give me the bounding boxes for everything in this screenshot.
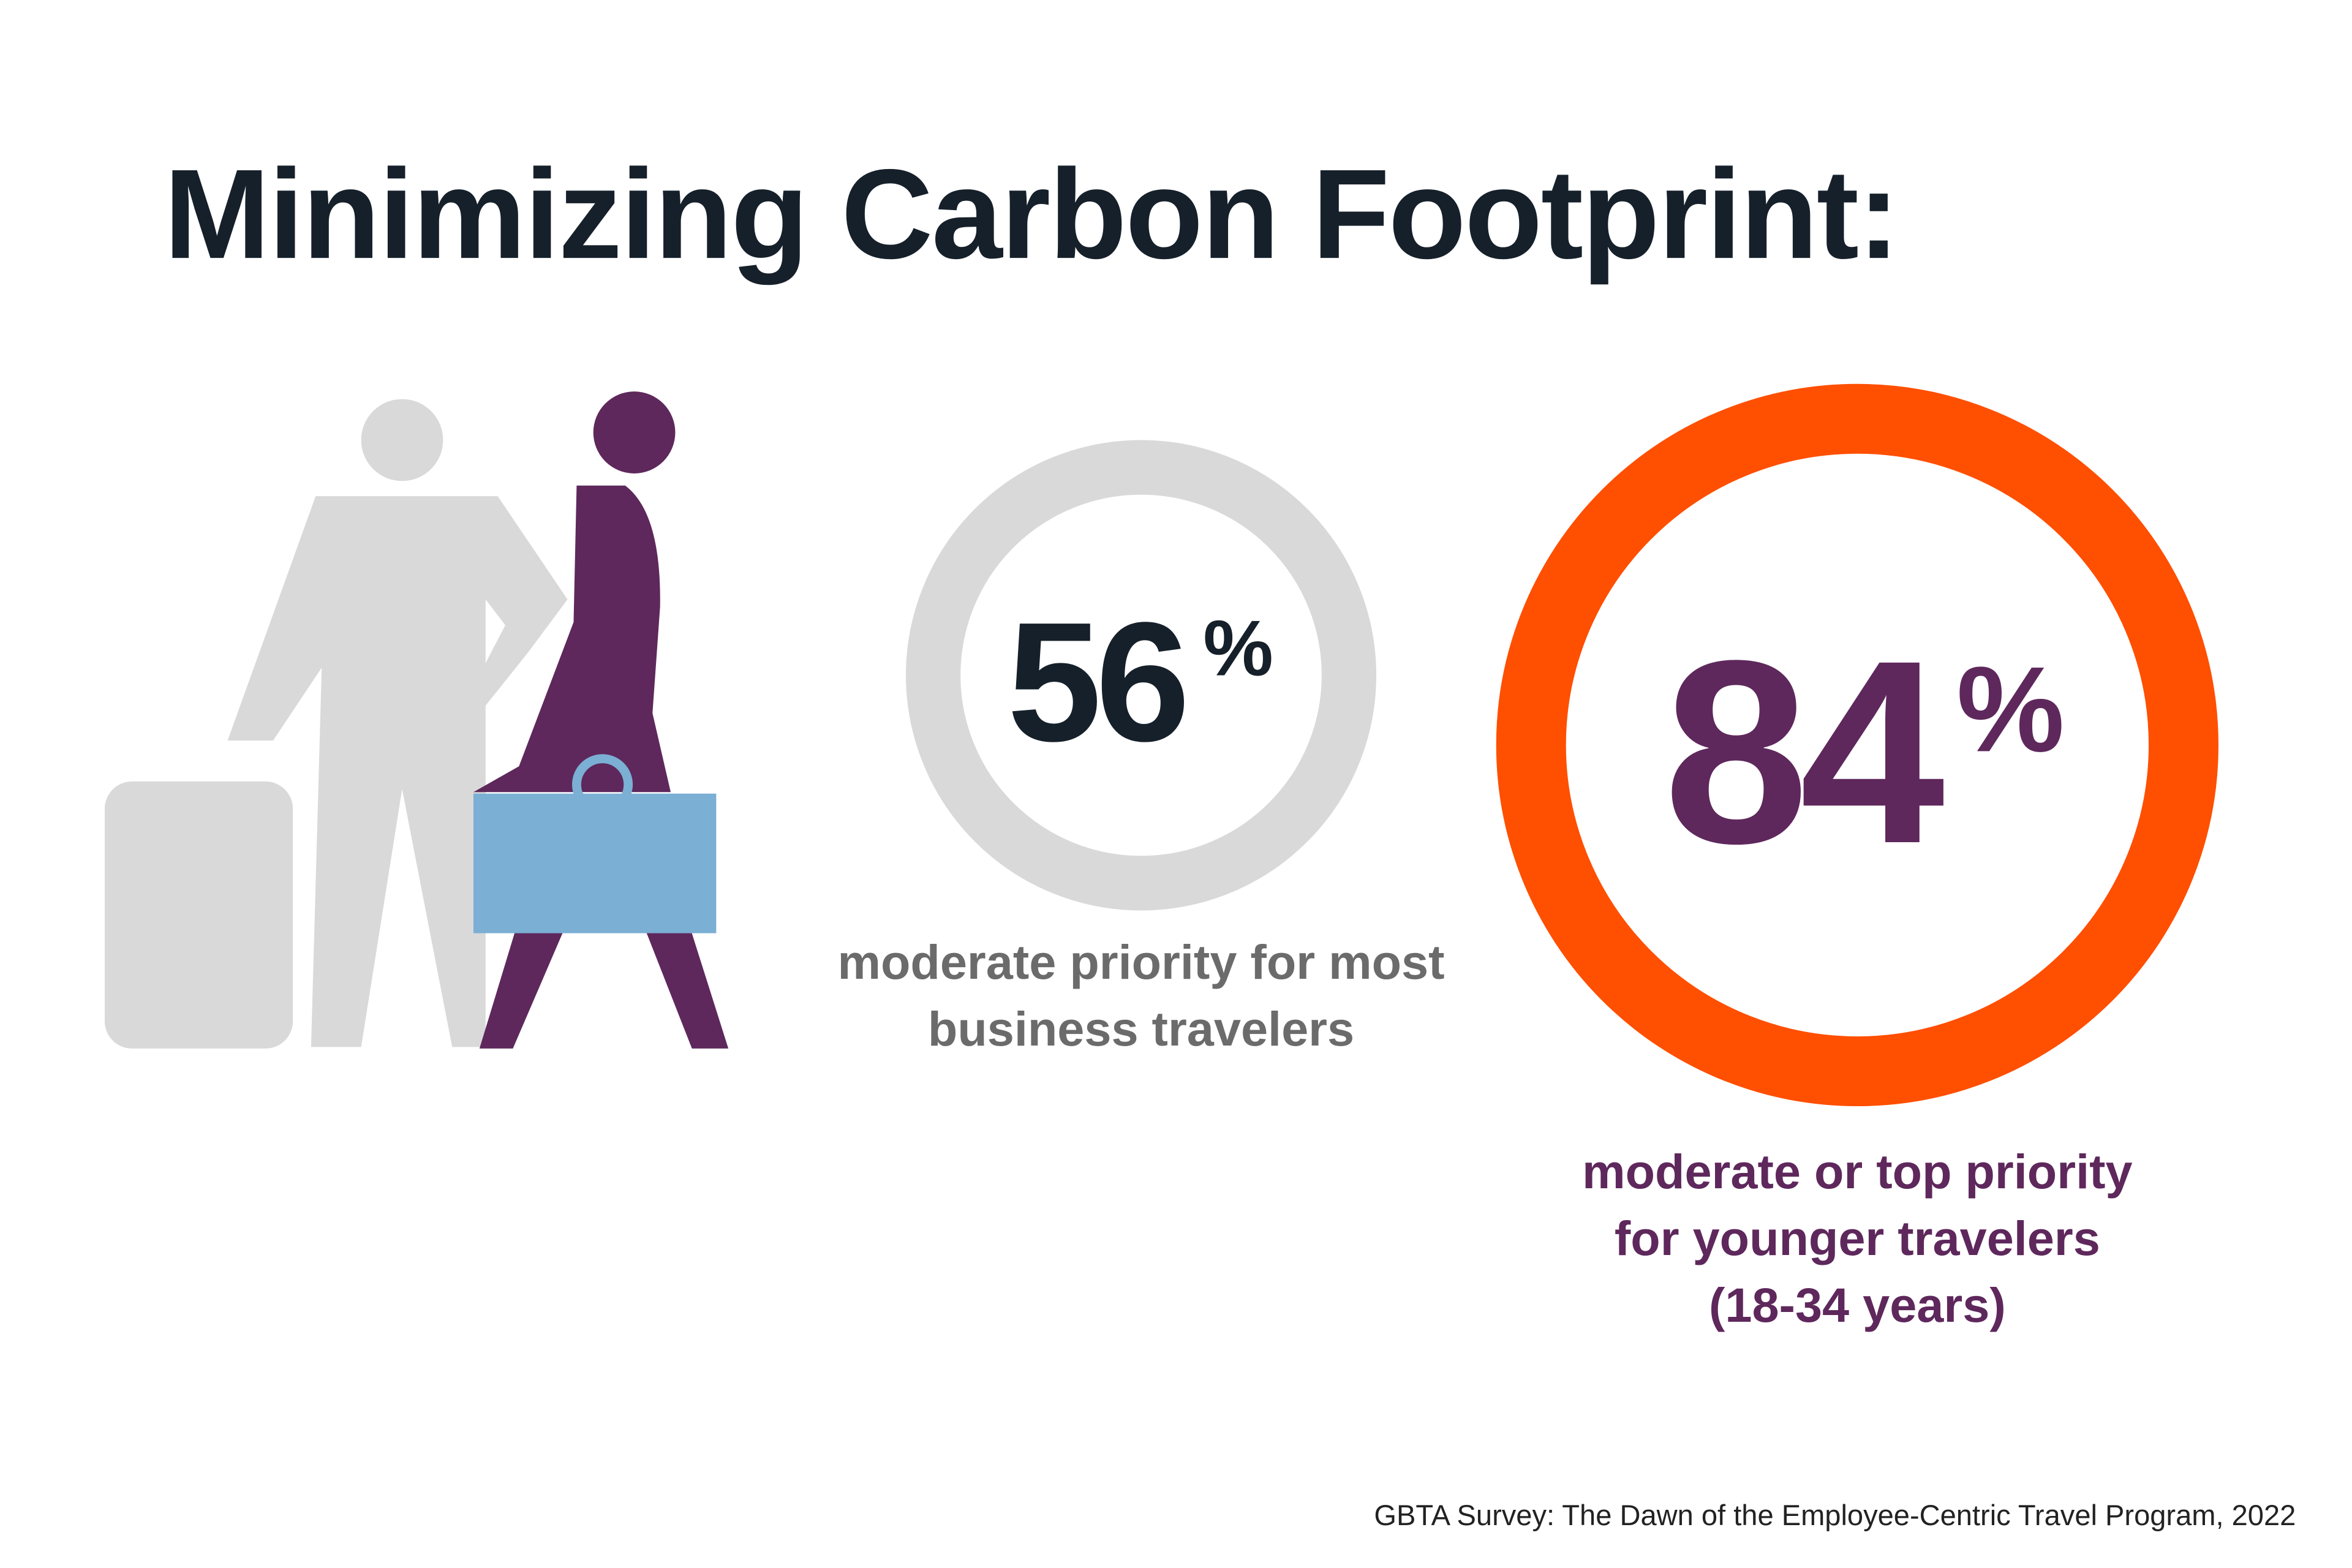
suitcase: [104, 781, 293, 1049]
source: GBTA Survey: The Dawn of the Employee-Ce…: [1374, 1499, 2296, 1531]
ring-orange: [1496, 383, 2218, 1107]
woman-leg-left: [479, 929, 565, 1049]
woman-body: [473, 485, 671, 793]
title: Minimizing Carbon Footprint:: [164, 143, 1899, 285]
stat-number: 84: [1664, 606, 1947, 898]
stat-label: business travelers: [928, 1001, 1354, 1056]
stat-number: 56: [1007, 587, 1186, 777]
stat-label: (18-34 years): [1709, 1278, 2006, 1332]
man-head: [361, 399, 443, 481]
arm-gap: [485, 599, 505, 663]
woman-leg-right: [644, 929, 729, 1049]
stat-unit: %: [1956, 641, 2064, 777]
woman-figure: [473, 391, 729, 1049]
stat-label: moderate or top priority: [1582, 1144, 2132, 1199]
stat-label: moderate priority for most: [838, 935, 1445, 989]
ring-gray: [906, 440, 1377, 911]
briefcase: [473, 793, 717, 933]
stat-label: for younger travelers: [1615, 1211, 2100, 1265]
briefcase-handle: [571, 754, 633, 815]
stat-unit: %: [1203, 604, 1273, 692]
woman-head: [593, 391, 676, 473]
